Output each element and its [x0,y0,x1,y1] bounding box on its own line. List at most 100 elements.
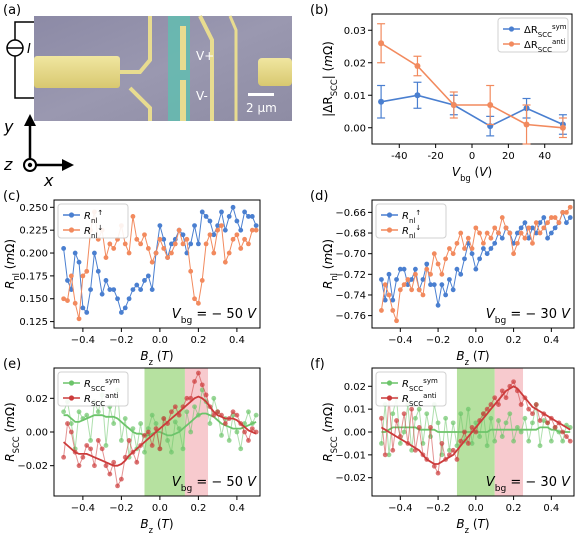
data-point [443,415,449,421]
data-point [107,241,113,247]
data-point [458,230,464,236]
data-point [103,255,109,260]
data-point [450,287,456,293]
data-point [484,251,490,257]
data-point [386,452,392,458]
data-point [230,236,236,242]
data-point [401,429,407,435]
data-point [211,232,217,238]
data-point [530,420,535,426]
x-axis-label: Vbg (V) [452,165,492,183]
data-point [473,225,479,231]
data-point [462,246,467,251]
data-point [192,296,197,302]
data-point [61,409,67,415]
data-point [439,271,445,277]
series-0 [377,81,567,137]
panel-label-a: (a) [3,3,21,18]
data-point [242,209,247,215]
data-point [253,223,259,229]
data-point [111,459,117,465]
data-point [134,282,140,288]
legend-label: RSCCsym [84,377,120,393]
x-tick-label: 0.0 [468,503,484,514]
data-point [169,250,174,256]
data-point [72,250,78,256]
panel-a: (a) V+ V- 2 μm I [3,3,292,190]
vplus-label: V+ [196,49,214,63]
right-trace-1 [198,15,214,121]
y-tick-label: 0.02 [26,394,48,405]
data-point [118,476,124,482]
data-point [548,215,554,220]
data-point [462,256,467,262]
data-point [122,416,128,421]
data-point [507,230,513,236]
data-point [192,379,197,384]
data-point [477,256,483,262]
data-point [450,447,456,453]
y-tick-label: 0.02 [344,58,366,69]
data-point [496,418,501,423]
data-point [379,415,384,421]
data-point [65,421,70,426]
y-tick-label: −0.76 [335,311,366,322]
data-point [443,292,449,298]
x-tick-label: 0.2 [506,503,522,514]
data-point [488,235,494,241]
data-point [242,429,247,435]
data-point [126,296,132,302]
data-point [378,98,385,105]
data-point [95,268,101,274]
data-point [507,411,513,417]
data-point [390,411,396,417]
x-tick-label: −0.2 [426,335,450,346]
data-point [537,443,543,449]
data-point [477,230,483,236]
data-point [541,418,547,423]
vminus-label: V- [196,89,208,103]
data-point [439,441,445,446]
data-point [103,463,109,469]
legend-label: Rnl↑ [84,209,103,225]
data-point [172,241,178,247]
data-point [249,214,255,219]
y-axis-label: Rnl (mΩ) [3,239,21,289]
data-point [192,404,197,410]
data-point [560,209,566,215]
data-point [559,124,566,131]
data-point [145,246,151,251]
x-tick-label: −0.4 [71,335,95,346]
data-point [413,415,418,421]
data-point [469,251,475,257]
data-point [149,287,155,292]
data-point [473,420,479,426]
data-point [211,395,217,401]
data-point [454,266,460,272]
data-point [149,443,155,448]
panel-label-c: (c) [3,189,20,204]
data-point [413,266,418,272]
y-tick-label: −0.72 [335,270,366,281]
data-point [65,298,70,303]
charts: -40 -20 0 20 40 0.00 0.01 0.02 0.03 Vbg (V) |ΔRSCC… [3,13,575,535]
x-tick-label: 0.0 [152,503,168,514]
data-point [130,287,136,292]
data-point [61,296,67,302]
data-point [161,246,167,251]
data-point [142,278,147,283]
data-point [458,438,464,444]
data-point [222,259,228,265]
data-point [169,409,174,415]
x-tick-label: 0.4 [229,503,245,514]
data-point [537,418,543,423]
x-axis-label: Bz (T) [140,517,173,533]
data-point [222,227,228,233]
data-point [138,241,144,247]
data-point [234,218,240,224]
data-point [379,277,384,282]
data-point [72,300,78,306]
data-point [401,411,407,417]
data-point [95,409,101,415]
y-tick-label: 0.200 [19,249,48,260]
